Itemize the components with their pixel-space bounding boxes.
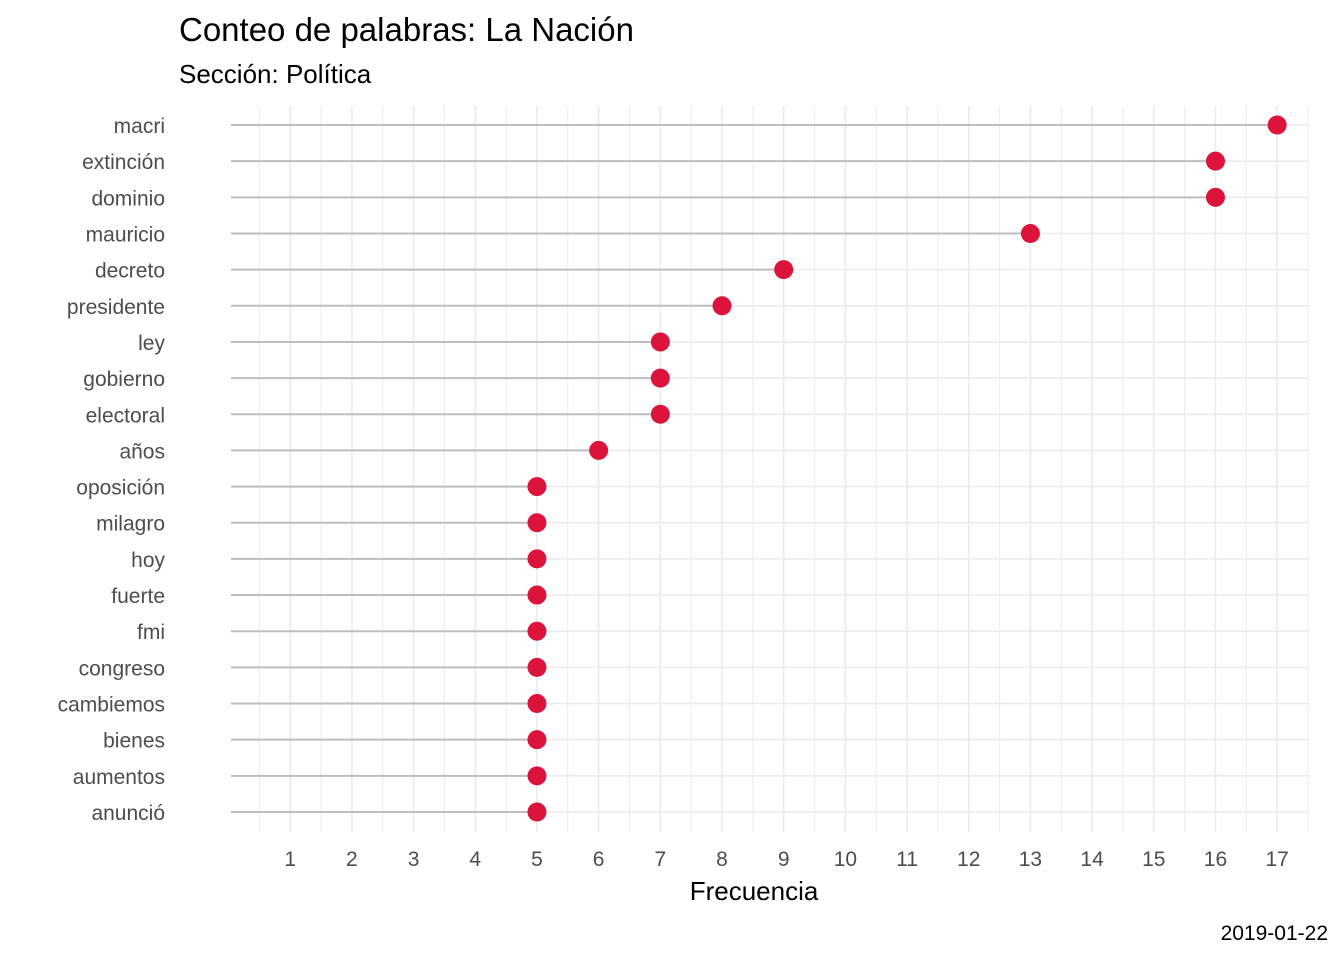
x-tick-label: 2: [346, 848, 358, 871]
point-aumentos: [527, 766, 547, 786]
x-tick-label: 5: [531, 848, 543, 871]
y-tick-label: cambiemos: [58, 694, 165, 717]
x-tick-label: 7: [654, 848, 666, 871]
point-dominio: [1205, 187, 1225, 207]
point-mauricio: [1020, 223, 1040, 243]
x-tick-label: 10: [834, 848, 857, 871]
point-extinción: [1205, 151, 1225, 171]
x-tick-label: 14: [1080, 848, 1104, 871]
point-bienes: [527, 730, 547, 750]
grid-lines: [231, 106, 1309, 832]
y-tick-label: hoy: [131, 549, 165, 572]
y-tick-label: milagro: [96, 513, 165, 536]
x-tick-label: 4: [469, 848, 481, 871]
point-ley: [650, 332, 670, 352]
point-hoy: [527, 549, 547, 569]
y-tick-label: fuerte: [111, 585, 165, 608]
y-tick-label: electoral: [86, 404, 165, 427]
x-tick-label: 13: [1019, 848, 1042, 871]
lollipop-segments: [231, 124, 1278, 813]
x-axis-tick-labels: 1 2 3 4 5 6 7 8 9 10 11 12 13 14 15 16 17: [284, 848, 1288, 871]
x-tick-label: 16: [1204, 848, 1227, 871]
x-axis-label: Frecuencia: [690, 876, 819, 906]
point-cambiemos: [527, 694, 547, 714]
chart-caption: 2019-01-22: [1221, 922, 1328, 945]
y-tick-label: dominio: [91, 187, 165, 210]
x-tick-label: 9: [778, 848, 790, 871]
point-anunció: [527, 802, 547, 822]
point-decreto: [774, 260, 794, 280]
y-tick-label: decreto: [95, 260, 165, 283]
chart-subtitle: Sección: Política: [179, 59, 372, 89]
x-tick-label: 3: [408, 848, 420, 871]
point-gobierno: [650, 368, 670, 388]
x-tick-label: 1: [284, 848, 296, 871]
point-milagro: [527, 513, 547, 533]
y-tick-label: gobierno: [83, 368, 165, 391]
point-fmi: [527, 621, 547, 641]
y-tick-label: presidente: [67, 296, 165, 319]
point-fuerte: [527, 585, 547, 605]
y-tick-label: anunció: [91, 802, 165, 825]
point-oposición: [527, 477, 547, 497]
point-presidente: [712, 296, 732, 316]
x-tick-label: 11: [896, 848, 918, 871]
y-axis-tick-labels: macri extinción dominio mauricio decreto pres…: [58, 115, 166, 825]
y-tick-label: aumentos: [73, 766, 165, 789]
x-tick-label: 15: [1142, 848, 1165, 871]
point-macri: [1267, 115, 1287, 135]
y-tick-label: años: [119, 440, 165, 463]
x-tick-label: 17: [1265, 848, 1288, 871]
y-tick-label: macri: [114, 115, 165, 138]
y-tick-label: congreso: [79, 657, 165, 680]
x-tick-label: 8: [716, 848, 728, 871]
point-años: [589, 440, 609, 460]
chart-title: Conteo de palabras: La Nación: [179, 11, 634, 48]
lollipop-points: [527, 115, 1287, 822]
y-tick-label: oposición: [76, 477, 165, 500]
point-congreso: [527, 657, 547, 677]
y-tick-label: fmi: [137, 621, 165, 644]
x-tick-label: 6: [593, 848, 605, 871]
x-tick-label: 12: [957, 848, 980, 871]
point-electoral: [650, 404, 670, 424]
y-tick-label: ley: [138, 332, 165, 355]
y-tick-label: extinción: [82, 151, 165, 174]
y-tick-label: bienes: [103, 730, 165, 753]
y-tick-label: mauricio: [86, 223, 165, 246]
